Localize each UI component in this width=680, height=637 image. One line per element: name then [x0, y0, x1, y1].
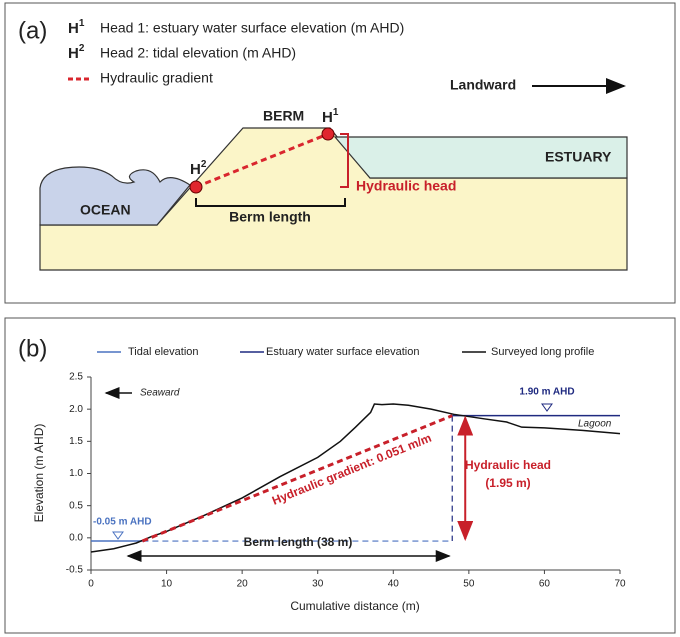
y-tick-label: -0.5 [66, 565, 84, 576]
level-marker [112, 531, 124, 540]
x-tick-label: 50 [463, 579, 475, 590]
legend-label: Surveyed long profile [491, 346, 594, 358]
gradient-line [195, 132, 329, 189]
berm-label: BERM [263, 108, 304, 124]
level-marker [541, 403, 553, 412]
berm-length-bracket [195, 198, 346, 207]
x-axis-label: Cumulative distance (m) [290, 599, 419, 613]
symbol: H [68, 45, 79, 62]
x-tick-label: 60 [539, 579, 551, 590]
head-bracket [340, 133, 349, 188]
x-tick-label: 70 [614, 579, 626, 590]
tidal-level: -0.05 m AHD [93, 517, 152, 528]
x-tick-label: 30 [312, 579, 324, 590]
y-tick-label: 1.5 [69, 436, 83, 447]
berm-length-label: Berm length (38 m) [244, 535, 353, 549]
sup: 2 [79, 43, 85, 54]
symbol: H [190, 161, 201, 178]
head-value: (1.95 m) [485, 476, 530, 490]
berm-length-label: Berm length [229, 209, 311, 225]
estuary-label: ESTUARY [545, 149, 612, 165]
h1-label: H1 [322, 107, 339, 126]
panel-label: (a) [18, 17, 47, 44]
symbol: H [68, 20, 79, 37]
x-tick-label: 20 [237, 579, 249, 590]
estuary-level: 1.90 m AHD [519, 387, 574, 398]
x-tick-label: 40 [388, 579, 400, 590]
legend-label: Estuary water surface elevation [266, 346, 419, 358]
landward-label: Landward [450, 77, 516, 93]
legend-symbol: H1 [68, 18, 85, 37]
estuary-water [333, 136, 628, 179]
gradient-line [141, 414, 453, 543]
seaward-label: Seaward [140, 388, 180, 399]
legend-text: Head 1: estuary water surface elevation … [100, 20, 404, 36]
y-tick-label: 2.5 [69, 372, 83, 383]
h2-point [189, 180, 203, 194]
y-tick-label: 1.0 [69, 468, 83, 479]
symbol: H [322, 109, 333, 126]
x-tick-label: 0 [88, 579, 94, 590]
y-tick-label: 2.0 [69, 404, 83, 415]
head-label: Hydraulic head [356, 178, 456, 194]
sup: 1 [79, 18, 85, 29]
y-tick-label: 0.0 [69, 532, 83, 543]
panel-b-frame [4, 317, 676, 634]
head-label: Hydraulic head [465, 458, 551, 472]
y-tick-label: 0.5 [69, 500, 83, 511]
sup: 2 [201, 159, 207, 170]
legend-text: Hydraulic gradient [100, 70, 213, 86]
sup: 1 [333, 107, 339, 118]
ocean-label: OCEAN [80, 202, 131, 218]
legend-label: Tidal elevation [128, 346, 199, 358]
h1-point [321, 127, 335, 141]
y-axis-label: Elevation (m AHD) [32, 424, 46, 523]
lagoon-label: Lagoon [578, 419, 612, 430]
x-tick-label: 10 [161, 579, 173, 590]
panel-label: (b) [18, 335, 47, 362]
panel-a-frame [4, 2, 676, 304]
legend-text: Head 2: tidal elevation (m AHD) [100, 45, 296, 61]
h2-label: H2 [190, 159, 207, 178]
legend-symbol: H2 [68, 43, 85, 62]
ocean-water [39, 166, 191, 226]
